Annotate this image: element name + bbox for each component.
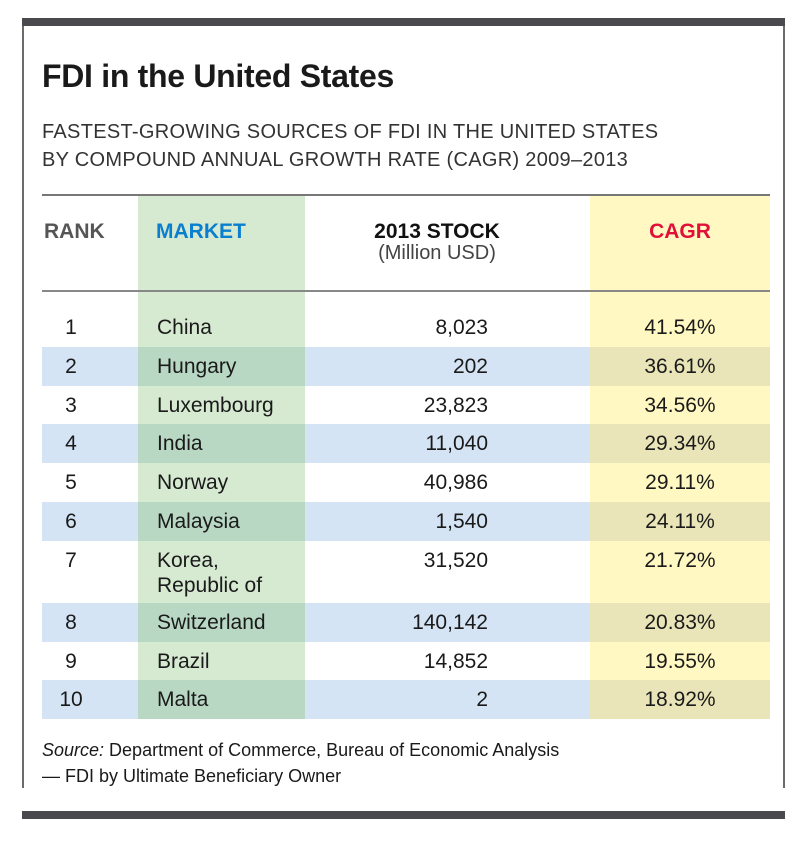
subtitle: FASTEST-GROWING SOURCES OF FDI IN THE UN…	[42, 118, 658, 174]
cagr-cell-bg	[590, 424, 770, 464]
market-name-line: Brazil	[157, 649, 210, 673]
cagr-cell-bg	[590, 680, 770, 720]
table-row: 7 Korea, Republic of 31,520 21.72%	[42, 541, 770, 603]
table-row: 4 India 11,040 29.34%	[42, 424, 770, 464]
table-row: 1 China 8,023 41.54%	[42, 308, 770, 347]
header-rank: RANK	[44, 220, 105, 243]
cagr-cell: 29.11%	[645, 471, 715, 495]
stock-cell: 23,823	[423, 393, 488, 417]
market-name-line: Republic of	[157, 573, 263, 597]
rank-cell: 1	[65, 316, 77, 339]
cagr-cell: 36.61%	[644, 354, 716, 378]
header-cagr: CAGR	[649, 220, 711, 243]
market-name-line: Norway	[157, 471, 229, 495]
cagr-cell-bg	[590, 502, 770, 541]
table-row: 5 Norway 40,986 29.11%	[42, 463, 770, 502]
market-cell-bg	[138, 502, 305, 541]
source-text: Department of Commerce, Bureau of Econom…	[104, 740, 560, 760]
market-name-line: Malaysia	[157, 510, 240, 533]
market-name-line: India	[157, 432, 203, 456]
subtitle-line: BY COMPOUND ANNUAL GROWTH RATE (CAGR) 20…	[42, 149, 629, 171]
market-name-line: Korea,	[157, 548, 219, 572]
stock-cell: 31,520	[423, 548, 488, 572]
header-divider	[42, 290, 770, 292]
cagr-cell-bg	[590, 602, 770, 642]
market-cell-bg	[138, 602, 305, 642]
market-name-line: Malta	[157, 688, 209, 712]
rank-cell: 6	[65, 510, 77, 533]
rank-cell: 9	[65, 649, 77, 673]
rank-cell: 3	[65, 393, 77, 417]
subtitle-line: FASTEST-GROWING SOURCES OF FDI IN THE UN…	[42, 121, 659, 143]
rank-cell: 10	[59, 688, 83, 712]
market-cell: Hungary	[157, 354, 236, 379]
stock-cell: 8,023	[435, 316, 488, 339]
cagr-cell: 18.92%	[644, 688, 716, 712]
rank-cell: 7	[65, 548, 77, 572]
cagr-cell: 21.72%	[644, 548, 716, 572]
rank-cell: 2	[65, 354, 77, 378]
market-name-line: Luxembourg	[157, 393, 274, 417]
market-cell: Malta	[157, 687, 208, 712]
stock-cell: 14,852	[423, 649, 488, 673]
stock-cell: 11,040	[425, 432, 488, 456]
market-cell: Malaysia	[157, 509, 240, 534]
market-cell-bg	[138, 424, 305, 464]
table-row: 9 Brazil 14,852 19.55%	[42, 642, 770, 681]
rank-cell: 8	[65, 610, 77, 634]
table-row: 8 Switzerland 140,142 20.83%	[42, 602, 770, 642]
table-row: 3 Luxembourg 23,823 34.56%	[42, 386, 770, 425]
market-name-line: Switzerland	[157, 610, 266, 634]
top-rule	[22, 18, 785, 26]
cagr-cell: 20.83%	[644, 610, 716, 634]
header-stock-unit: (Million USD)	[378, 242, 496, 264]
table-row: 6 Malaysia 1,540 24.11%	[42, 502, 770, 541]
rank-cell: 4	[65, 432, 77, 456]
source-note: Source: Department of Commerce, Bureau o…	[42, 737, 559, 789]
right-border	[783, 26, 785, 788]
market-cell: Brazil	[157, 649, 210, 674]
market-name-line: Hungary	[157, 354, 237, 378]
market-name-line: China	[157, 316, 212, 339]
stock-cell: 1,540	[435, 510, 488, 533]
header-stock: 2013 STOCK (Million USD)	[347, 220, 527, 265]
rank-cell: 5	[65, 471, 77, 495]
stock-cell: 202	[452, 354, 488, 378]
cagr-cell-bg	[590, 346, 770, 386]
source-text-line2: — FDI by Ultimate Beneficiary Owner	[42, 766, 342, 786]
source-label: Source:	[42, 740, 105, 760]
left-border	[22, 26, 24, 788]
stock-cell: 40,986	[423, 471, 488, 495]
cagr-cell: 19.55%	[644, 649, 716, 673]
cagr-cell: 34.56%	[644, 393, 716, 417]
market-cell: Luxembourg	[157, 393, 274, 418]
market-cell: China	[157, 315, 212, 340]
cagr-cell: 24.11%	[645, 510, 715, 533]
page-title: FDI in the United States	[42, 58, 394, 94]
market-cell: Switzerland	[157, 610, 266, 635]
table-top-line	[42, 194, 770, 196]
bottom-rule	[22, 811, 785, 819]
header-market: MARKET	[156, 220, 246, 243]
market-cell-bg	[138, 346, 305, 386]
table-row: 2 Hungary 202 36.61%	[42, 346, 770, 386]
table-row: 10 Malta 2 18.92%	[42, 680, 770, 720]
cagr-cell: 41.54%	[644, 316, 716, 339]
cagr-cell: 29.34%	[644, 432, 716, 456]
market-cell: India	[157, 431, 203, 456]
market-cell: Norway	[157, 470, 228, 495]
header-stock-label: 2013 STOCK	[374, 220, 500, 243]
stock-cell: 140,142	[412, 610, 488, 634]
market-cell: Korea, Republic of	[157, 548, 262, 598]
market-cell-bg	[138, 680, 305, 720]
stock-cell: 2	[476, 688, 488, 712]
